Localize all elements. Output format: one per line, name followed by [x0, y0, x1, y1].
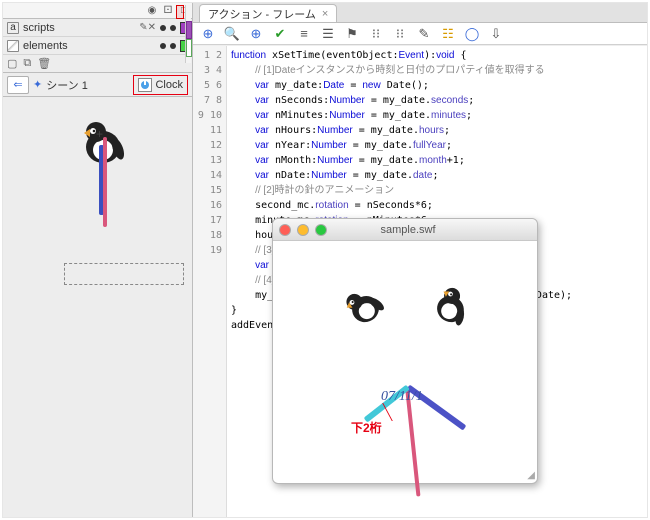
swf-titlebar[interactable]: sample.swf — [273, 219, 537, 241]
registration-point-icon: + — [96, 127, 103, 141]
layer-row-scripts[interactable]: a scripts ✎✕ — [3, 19, 192, 37]
scene-label[interactable]: シーン 1 — [46, 77, 88, 93]
timeline-frames-rail[interactable] — [185, 5, 191, 63]
find-icon[interactable]: 🔍 — [223, 26, 241, 42]
comment-block-icon[interactable]: ☷ — [439, 26, 457, 42]
add-icon[interactable]: ⊕ — [199, 26, 217, 42]
close-icon[interactable]: × — [322, 8, 328, 20]
swf-stage: 07/11/1 下2桁 ◢ — [273, 241, 537, 483]
eye-icon[interactable]: ◉ — [144, 4, 160, 18]
swf-preview-window[interactable]: sample.swf 07/11/1 下2桁 ◢ — [272, 218, 538, 484]
collapse-icon[interactable]: ⁝⁝ — [367, 26, 385, 42]
window-close-icon[interactable] — [279, 224, 291, 236]
edit-breadcrumb: ⇐ ✦ シーン 1 Clock — [3, 73, 192, 97]
new-folder-icon[interactable]: ⧉ — [23, 57, 31, 70]
scene-icon: ✦ — [33, 78, 42, 91]
comment-icon[interactable]: ✎ — [415, 26, 433, 42]
debug-icon[interactable]: ⚑ — [343, 26, 361, 42]
layer-name: scripts — [23, 22, 55, 34]
resize-grip-icon[interactable]: ◢ — [527, 470, 535, 481]
check-syntax-icon[interactable]: ✔ — [271, 26, 289, 42]
tab-label: アクション - フレーム — [208, 6, 316, 22]
visible-dot[interactable] — [160, 25, 166, 31]
stage-clock-instance[interactable]: + — [48, 117, 158, 277]
script-layer-icon: a — [7, 22, 19, 34]
line-gutter: 1 2 3 4 5 6 7 8 9 10 11 12 13 14 15 16 1… — [193, 46, 227, 517]
window-min-icon[interactable] — [297, 224, 309, 236]
pencil-x-icon: ✎✕ — [139, 22, 156, 33]
new-layer-icon[interactable]: ▢ — [7, 57, 17, 70]
symbol-breadcrumb-clock[interactable]: Clock — [133, 75, 188, 95]
lock-dot[interactable] — [170, 43, 176, 49]
autoformat-icon[interactable]: ≡ — [295, 26, 313, 42]
code-hint-icon[interactable]: ☰ — [319, 26, 337, 42]
callout-label: 下2桁 — [351, 419, 382, 436]
swf-title-text: sample.swf — [333, 224, 483, 236]
layer-name: elements — [23, 40, 68, 52]
window-zoom-icon[interactable] — [315, 224, 327, 236]
callout-line — [382, 403, 420, 421]
lock-icon[interactable]: ⚀ — [160, 4, 176, 18]
back-icon[interactable]: ⇐ — [7, 76, 29, 94]
movieclip-icon — [138, 78, 152, 92]
penguin-graphic — [332, 275, 394, 334]
layer-tool-row: ▢ ⧉ 🗑 — [3, 55, 192, 73]
tab-actions-frame[interactable]: アクション - フレーム × — [199, 4, 337, 22]
lock-dot[interactable] — [170, 25, 176, 31]
penguin-graphic — [422, 275, 484, 334]
actions-toolbar: ⊕ 🔍 ⊕ ✔ ≡ ☰ ⚑ ⁝⁝ ⁝⁝ ✎ ☷ ◯ ⇩ — [193, 23, 647, 45]
symbol-name: Clock — [155, 79, 183, 91]
expand-icon[interactable]: ⁝⁝ — [391, 26, 409, 42]
dynamic-textfield[interactable] — [64, 263, 184, 285]
stage-area[interactable]: + — [3, 97, 192, 517]
visible-dot[interactable] — [160, 43, 166, 49]
timeline-playhead[interactable] — [176, 5, 184, 19]
delete-layer-icon[interactable]: 🗑 — [37, 57, 51, 70]
normal-layer-icon — [7, 40, 19, 52]
target-icon[interactable]: ⊕ — [247, 26, 265, 42]
timeline-header: ◉ ⚀ □ — [3, 3, 192, 19]
pin-icon[interactable]: ⇩ — [487, 26, 505, 42]
second-hand — [103, 137, 107, 227]
panel-tabbar: アクション - フレーム × — [193, 3, 647, 23]
layer-row-elements[interactable]: elements — [3, 37, 192, 55]
left-panel: ◉ ⚀ □ a scripts ✎✕ elements ▢ ⧉ 🗑 — [3, 3, 193, 517]
help-icon[interactable]: ◯ — [463, 26, 481, 42]
